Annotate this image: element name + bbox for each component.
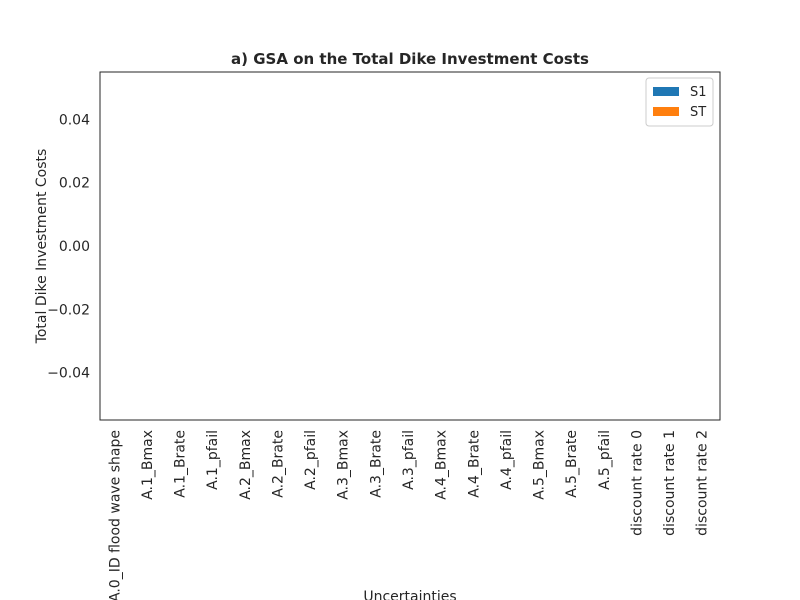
x-tick-label: A.4_Bmax: [434, 430, 450, 500]
plot-frame: [99, 71, 721, 421]
y-tick-label: 0.04: [59, 112, 90, 128]
x-tick-label: discount rate 2: [695, 430, 711, 536]
x-tick-label: A.1_pfail: [205, 430, 221, 490]
legend-label-s1: S1: [690, 85, 707, 100]
legend: S1 ST: [645, 77, 714, 127]
x-tick-label: A.5_pfail: [597, 430, 613, 490]
plot-area: [99, 71, 721, 421]
y-tick-label: 0.02: [59, 176, 90, 192]
x-tick-label: A.2_pfail: [303, 430, 319, 490]
y-tick-label: −0.02: [47, 302, 90, 318]
y-tick-label: −0.04: [47, 366, 90, 382]
x-tick-label: A.4_pfail: [499, 430, 515, 490]
x-tick-label: A.5_Brate: [564, 430, 580, 498]
x-tick-label: A.3_Brate: [368, 430, 384, 498]
y-axis: −0.04 −0.02 0.00 0.02 0.04: [47, 112, 90, 381]
x-tick-label: A.2_Bmax: [238, 430, 254, 500]
x-axis-label: Uncertainties: [363, 589, 456, 600]
chart-title: a) GSA on the Total Dike Investment Cost…: [231, 50, 589, 68]
legend-label-st: ST: [690, 105, 706, 120]
y-axis-label: Total Dike Investment Costs: [34, 149, 50, 345]
x-tick-label: A.4_Brate: [466, 430, 482, 498]
x-tick-label: A.3_pfail: [401, 430, 417, 490]
x-tick-label: A.5_Bmax: [532, 430, 548, 500]
x-tick-label: A.0_ID flood wave shape: [107, 430, 123, 600]
x-tick-label: discount rate 0: [629, 430, 645, 536]
x-axis: A.0_ID flood wave shape A.1_Bmax A.1_Brate…: [107, 430, 710, 600]
x-tick-label: discount rate 1: [662, 430, 678, 536]
legend-swatch-s1: [653, 87, 679, 96]
x-tick-label: A.1_Bmax: [140, 430, 156, 500]
x-tick-label: A.3_Bmax: [336, 430, 352, 500]
x-tick-label: A.2_Brate: [270, 430, 286, 498]
x-tick-label: A.1_Brate: [173, 430, 189, 498]
legend-swatch-st: [653, 107, 679, 116]
y-tick-label: 0.00: [59, 239, 90, 255]
